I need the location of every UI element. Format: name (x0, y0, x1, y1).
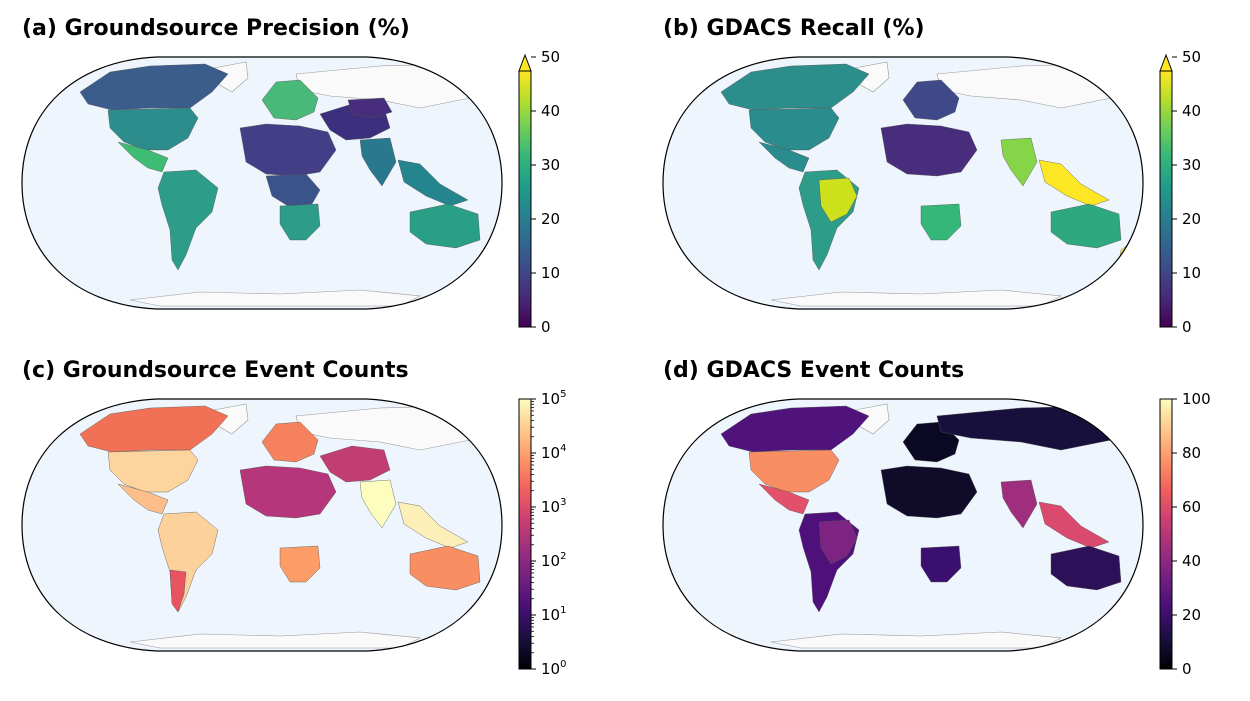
map-border (662, 398, 1144, 652)
colorbar-gradient (1159, 70, 1173, 328)
region-north-america (79, 63, 229, 111)
colorbar-tick-label: 20 (1182, 210, 1201, 228)
region-mexico (117, 483, 169, 515)
land-nodata-antarctica (129, 289, 422, 307)
panel-c: (c) Groundsource Event Counts 100 101 102 1… (0, 342, 600, 682)
colorbar: 100 101 102 103 104 105 (518, 389, 566, 678)
colorbar: 0 20 40 60 80 100 (1159, 390, 1211, 678)
land-layer (79, 61, 493, 307)
map-b: 0 10 20 30 40 50 (662, 48, 1201, 336)
map-border (21, 398, 503, 652)
region-southern-africa (920, 203, 962, 241)
region-india (359, 479, 397, 529)
region-india (1000, 479, 1038, 529)
colorbar-tick-label: 101 (541, 605, 566, 624)
land-nodata-antarctica (129, 631, 422, 649)
panel-title: (c) Groundsource Event Counts (22, 358, 409, 383)
colorbar-tick-label: 100 (541, 659, 566, 678)
colorbar-tick-label: 50 (541, 48, 560, 66)
region-canada (79, 405, 229, 453)
region-usa (107, 107, 199, 151)
land-nodata-antarctica (770, 631, 1063, 649)
map-a: 0 10 20 30 40 50 (21, 48, 560, 336)
region-middle-east (319, 445, 391, 483)
colorbar-tick-label: 10 (1182, 264, 1201, 282)
region-south-america (157, 169, 219, 271)
region-mexico (758, 141, 810, 173)
colorbar-tick-label: 0 (1182, 660, 1192, 678)
region-europe (261, 421, 319, 463)
region-australia (1050, 203, 1122, 249)
colorbar-tick-label: 102 (541, 551, 566, 570)
region-usa (748, 449, 840, 493)
region-usa (748, 107, 840, 151)
colorbar-tick-label: 40 (541, 102, 560, 120)
region-north-africa (880, 465, 978, 519)
map-c: 100 101 102 103 104 105 (21, 389, 566, 678)
colorbar-tick-label: 50 (1182, 48, 1201, 66)
region-australia (409, 203, 481, 249)
colorbar-tick-label: 104 (541, 443, 566, 462)
panel-a: (a) Groundsource Precision (%) 0 10 20 30 40… (0, 0, 600, 340)
region-europe (902, 79, 960, 121)
colorbar-tick-label: 30 (1182, 156, 1201, 174)
region-mexico (758, 483, 810, 515)
colorbar-tick-label: 0 (541, 318, 551, 336)
region-russia-east (347, 97, 393, 119)
colorbar-extend-triangle (1159, 53, 1173, 72)
colorbar-tick-label: 20 (1182, 606, 1201, 624)
colorbar-tick-label: 40 (1182, 552, 1201, 570)
region-southeast-asia (1038, 501, 1110, 549)
colorbar-tick-label: 103 (541, 497, 566, 516)
region-brazil (818, 177, 858, 223)
region-usa (107, 449, 199, 493)
colorbar-tick-label: 30 (541, 156, 560, 174)
colorbar-tick-label: 0 (1182, 318, 1192, 336)
region-southeast-asia (1038, 159, 1110, 207)
region-north-africa (880, 123, 978, 177)
region-southeast-asia (397, 501, 469, 549)
colorbar-tick-label: 20 (541, 210, 560, 228)
region-canada (720, 405, 870, 453)
region-southeast-asia (397, 159, 469, 207)
panel-title: (d) GDACS Event Counts (663, 358, 965, 383)
map-d: 0 20 40 60 80 100 (662, 390, 1211, 678)
colorbar: 0 10 20 30 40 50 (1159, 48, 1201, 336)
region-north-africa (239, 465, 337, 519)
region-south-asia (359, 137, 397, 187)
colorbar-gradient (518, 398, 532, 670)
region-mexico (117, 141, 169, 173)
map-border (21, 56, 503, 310)
colorbar: 0 10 20 30 40 50 (518, 48, 560, 336)
region-argentina (169, 569, 187, 613)
region-australia (1050, 545, 1122, 591)
colorbar-gradient (1159, 398, 1173, 670)
colorbar-tick-label: 105 (541, 389, 566, 408)
region-southern-africa (920, 545, 962, 583)
region-southern-africa (279, 203, 321, 241)
land-nodata-antarctica (770, 289, 1063, 307)
region-south-asia (1000, 137, 1038, 187)
colorbar-tick-label: 80 (1182, 444, 1201, 462)
colorbar-tick-label: 60 (1182, 498, 1201, 516)
region-australia (409, 545, 481, 591)
region-brazil (818, 519, 858, 565)
region-central-africa (265, 173, 321, 207)
region-europe (261, 79, 319, 121)
colorbar-extend-triangle (518, 53, 532, 72)
panel-d: (d) GDACS Event Counts 0 20 40 60 80 100 (641, 342, 1241, 682)
region-north-america (720, 63, 870, 111)
panel-title: (b) GDACS Recall (%) (663, 16, 925, 41)
map-border (662, 56, 1144, 310)
region-southern-africa (279, 545, 321, 583)
region-north-africa (239, 123, 337, 177)
panel-title: (a) Groundsource Precision (%) (22, 16, 410, 41)
colorbar-tick-label: 10 (541, 264, 560, 282)
colorbar-tick-label: 40 (1182, 102, 1201, 120)
panel-b: (b) GDACS Recall (%) 0 10 20 30 40 50 (641, 0, 1241, 340)
colorbar-gradient (518, 70, 532, 328)
colorbar-tick-label: 100 (1182, 390, 1211, 408)
